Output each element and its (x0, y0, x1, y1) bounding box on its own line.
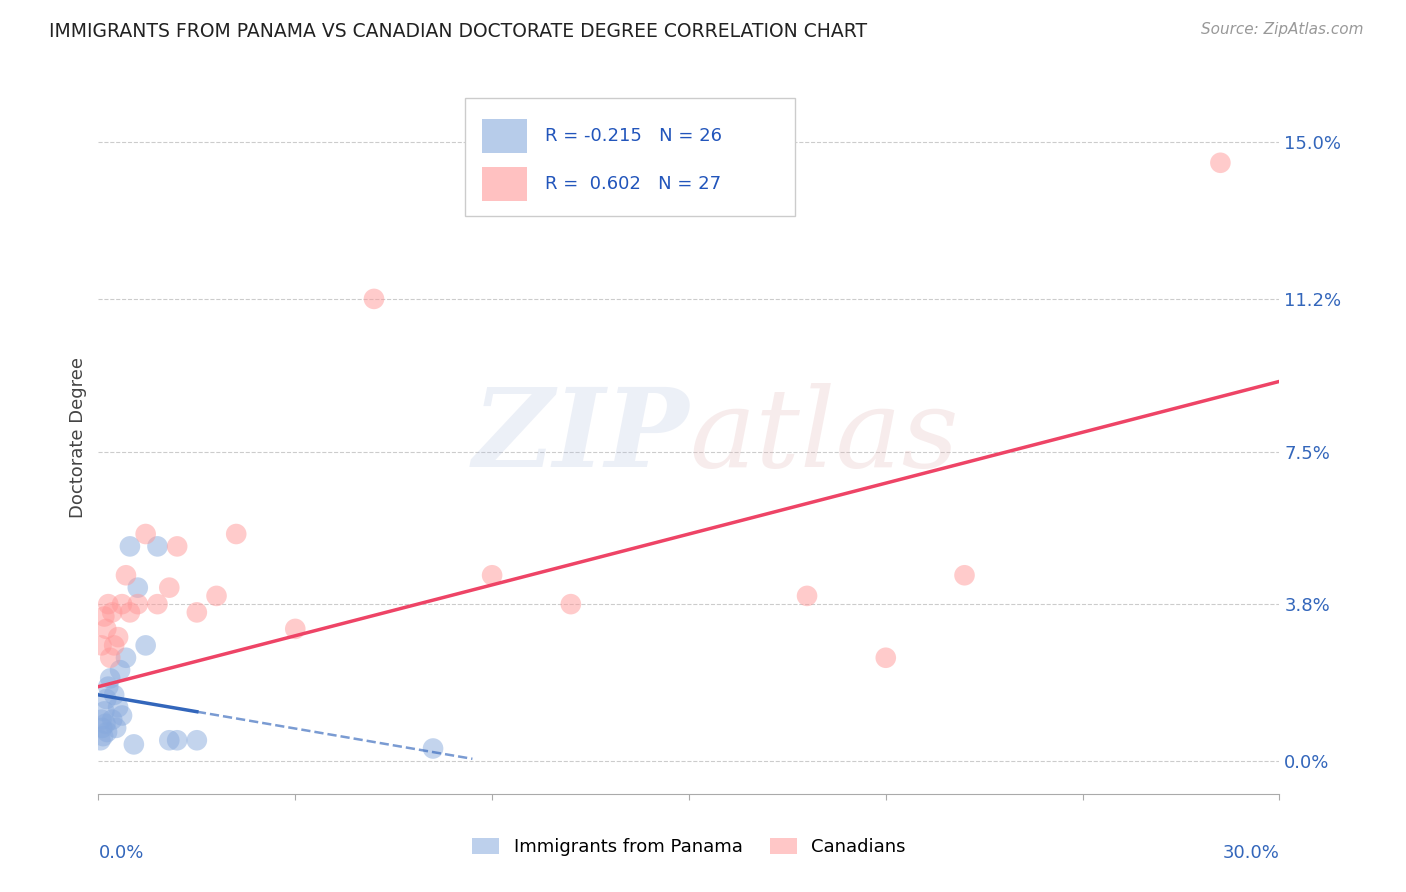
Point (115, 568, 138, 582)
FancyBboxPatch shape (482, 119, 527, 153)
Point (97, 680, 120, 694)
Point (146, 540, 169, 554)
Text: IMMIGRANTS FROM PANAMA VS CANADIAN DOCTORATE DEGREE CORRELATION CHART: IMMIGRANTS FROM PANAMA VS CANADIAN DOCTO… (49, 22, 868, 41)
Point (96, 725, 118, 739)
Point (127, 581, 149, 595)
Point (186, 733, 208, 747)
Point (89, 733, 111, 747)
Point (284, 622, 307, 636)
Point (91, 721, 114, 735)
FancyBboxPatch shape (464, 98, 796, 216)
Point (422, 741, 444, 756)
Point (105, 721, 128, 735)
Text: 0.0%: 0.0% (98, 844, 143, 862)
Point (135, 639, 157, 653)
Y-axis label: Doctorate Degree: Doctorate Degree (69, 357, 87, 517)
Point (146, 597, 169, 611)
Point (96, 622, 118, 636)
Point (166, 540, 188, 554)
Text: 30.0%: 30.0% (1223, 844, 1279, 862)
Point (122, 738, 145, 752)
Point (107, 630, 129, 644)
Point (101, 713, 124, 727)
Text: atlas: atlas (689, 384, 959, 491)
Point (157, 581, 180, 595)
Point (118, 606, 141, 620)
Point (875, 650, 897, 665)
Point (103, 688, 125, 702)
Point (115, 650, 138, 665)
FancyBboxPatch shape (482, 167, 527, 201)
Point (205, 589, 228, 603)
Point (560, 597, 582, 611)
Point (166, 733, 188, 747)
Point (103, 639, 125, 653)
Point (127, 597, 149, 611)
Point (93, 609, 115, 624)
Point (90, 713, 112, 727)
Point (118, 540, 141, 554)
Point (101, 606, 124, 620)
Point (796, 589, 818, 603)
Point (96, 692, 118, 706)
Point (98, 650, 121, 665)
Legend: Immigrants from Panama, Canadians: Immigrants from Panama, Canadians (465, 830, 912, 863)
Text: ZIP: ZIP (472, 384, 689, 491)
Point (157, 733, 180, 747)
Point (363, 292, 385, 306)
Text: R = -0.215   N = 26: R = -0.215 N = 26 (546, 127, 721, 145)
Point (94, 716, 117, 731)
Point (90, 639, 112, 653)
Text: Source: ZipAtlas.com: Source: ZipAtlas.com (1201, 22, 1364, 37)
Point (98, 672, 121, 686)
Point (91, 729, 114, 743)
Point (1209, 155, 1232, 169)
Point (225, 527, 247, 541)
Point (481, 568, 503, 582)
Point (186, 606, 208, 620)
Point (953, 568, 976, 582)
Point (93, 705, 115, 719)
Point (135, 527, 157, 541)
Text: R =  0.602   N = 27: R = 0.602 N = 27 (546, 175, 721, 193)
Point (111, 708, 134, 723)
Point (111, 597, 134, 611)
Point (108, 663, 131, 677)
Point (97, 597, 120, 611)
Point (107, 700, 129, 714)
